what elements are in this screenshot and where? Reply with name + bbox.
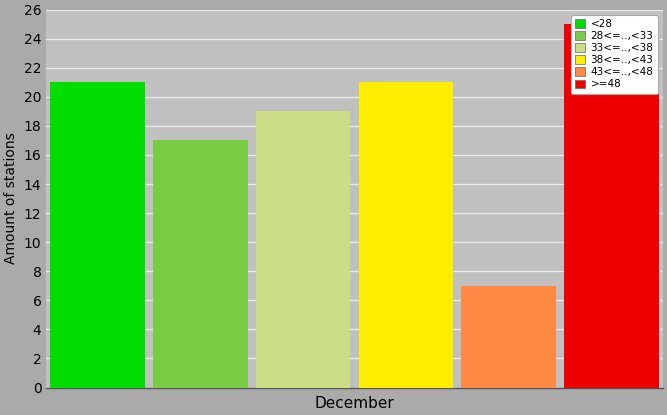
- Legend: <28, 28<=..,<33, 33<=..,<38, 38<=..,<43, 43<=..,<48, >=48: <28, 28<=..,<33, 33<=..,<38, 38<=..,<43,…: [571, 15, 658, 94]
- Bar: [564, 24, 659, 388]
- Bar: [51, 82, 145, 388]
- Bar: [153, 140, 247, 388]
- Bar: [359, 82, 453, 388]
- Y-axis label: Amount of stations: Amount of stations: [4, 133, 18, 264]
- Bar: [256, 111, 350, 388]
- Bar: [462, 286, 556, 388]
